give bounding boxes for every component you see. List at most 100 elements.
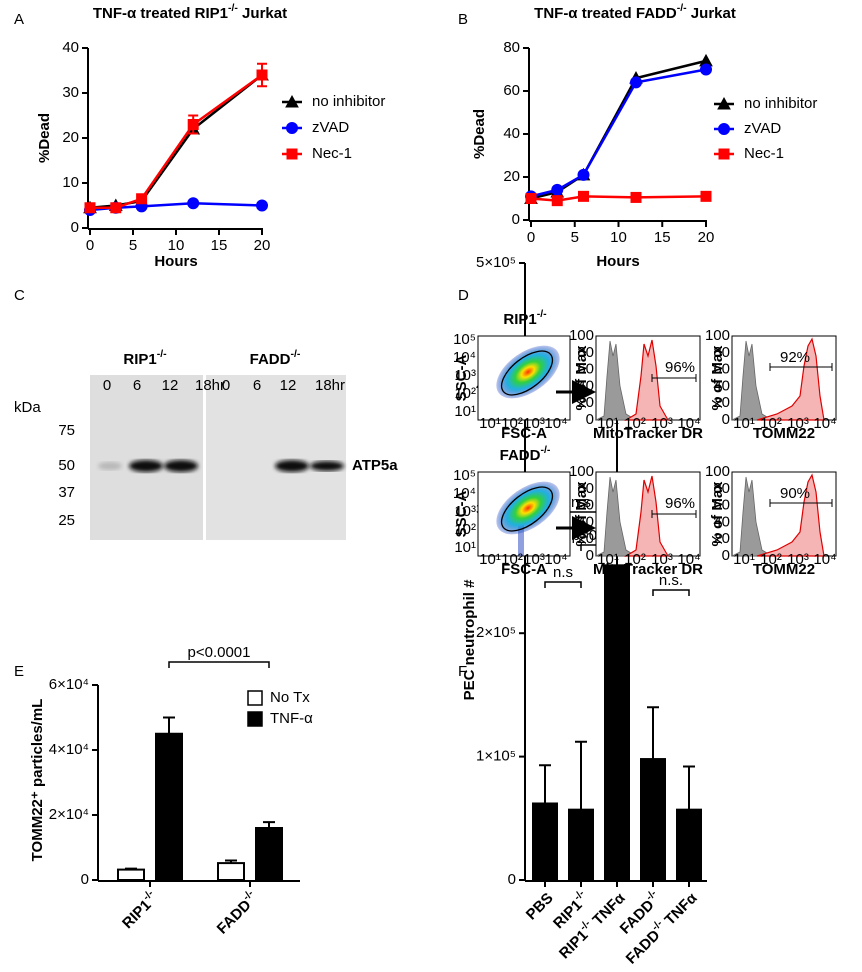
lane-label: 18hr — [195, 377, 225, 394]
x-tick-label: 15 — [211, 237, 228, 254]
gate-percent: 96% — [665, 495, 695, 512]
superscript: -/- — [140, 887, 156, 903]
error-bar — [539, 764, 551, 804]
stained-histogram — [756, 473, 825, 557]
blot-membrane — [90, 375, 203, 540]
mw-marker: 50 — [58, 457, 75, 474]
bar — [217, 862, 245, 881]
blot-band — [310, 461, 344, 471]
histogram-x-tick: 10¹ — [733, 415, 755, 432]
stained-histogram — [623, 339, 670, 421]
row-label: RIP1-/- — [503, 308, 547, 328]
superscript: -/- — [228, 2, 238, 14]
superscript: -/- — [157, 348, 167, 360]
histogram-y-tick: 40 — [713, 377, 730, 394]
stained-histogram — [756, 337, 825, 421]
x-tick-label: 0 — [527, 229, 535, 246]
blot-band — [275, 460, 309, 472]
histogram-x-label: TOMM22 — [753, 425, 815, 442]
legend-marker — [285, 94, 299, 108]
x-tick-label: 15 — [654, 229, 671, 246]
x-tick-label: 10 — [610, 229, 627, 246]
blot-band — [164, 460, 198, 472]
legend-label: no inhibitor — [744, 95, 817, 112]
scatter-gate — [500, 486, 554, 532]
marker — [187, 197, 200, 210]
y-tick-label: 80 — [503, 39, 520, 56]
x-tick-label: 5 — [571, 229, 579, 246]
y-tick-label: 20 — [503, 168, 520, 185]
bar — [676, 808, 702, 881]
bar — [255, 827, 283, 881]
y-tick-label: 4×10⁴ — [49, 741, 89, 758]
gate-bracket — [651, 510, 697, 518]
scatter-y-tick: 10² — [454, 521, 476, 538]
x-tick-label: 0 — [86, 237, 94, 254]
significance-bracket — [652, 589, 690, 596]
blot-band — [129, 460, 163, 472]
significance-label: p<0.0001 — [188, 644, 251, 661]
y-tick-label: 2×10⁴ — [49, 806, 89, 823]
histogram-y-label: % of Max — [709, 481, 726, 547]
lane-label: 18hr — [315, 377, 345, 394]
lane-label: 12 — [162, 377, 179, 394]
scatter-x-tick: 10⁴ — [544, 415, 567, 432]
panel-letter: F — [458, 663, 467, 680]
stained-histogram — [623, 475, 670, 557]
histogram-x-tick: 10² — [624, 551, 646, 568]
legend-marker — [717, 96, 731, 110]
error-bar — [575, 740, 587, 810]
scatter-y-tick: 10⁴ — [453, 349, 476, 366]
x-tick-label: 10 — [168, 237, 185, 254]
y-tick-label: 6×10⁴ — [49, 676, 89, 693]
marker — [630, 191, 642, 203]
group-label: RIP1-/- — [123, 348, 167, 368]
y-tick-label: 30 — [62, 84, 79, 101]
superscript: -/- — [649, 917, 665, 933]
x-tick-label: FADD-/- — [211, 887, 262, 938]
histogram-y-tick: 80 — [577, 344, 594, 361]
histogram-y-tick: 60 — [577, 361, 594, 378]
histogram-y-tick: 80 — [713, 344, 730, 361]
error-bar — [647, 706, 659, 760]
flow-row: FADD-/-SSC-AFSC-A10¹10¹10²10²10³10³10⁴10… — [453, 444, 837, 578]
scatter-y-label: SSC-A — [453, 354, 470, 401]
row-label: FADD-/- — [500, 444, 551, 464]
panel-letter: C — [14, 287, 25, 304]
histogram-y-tick: 60 — [713, 361, 730, 378]
histogram-y-tick: 20 — [577, 394, 594, 411]
superscript: -/- — [571, 887, 587, 903]
scatter-y-tick: 10¹ — [454, 539, 476, 556]
y-tick-label: 20 — [62, 129, 79, 146]
histogram-y-tick: 40 — [713, 513, 730, 530]
y-tick-label: 0 — [81, 871, 89, 888]
histogram-x-tick: 10⁴ — [677, 551, 700, 568]
panel-letter: B — [458, 11, 468, 28]
group-label: FADD-/- — [250, 348, 301, 368]
superscript: -/- — [540, 444, 550, 456]
flow-row: RIP1-/-SSC-AFSC-A10¹10¹10²10²10³10³10⁴10… — [453, 308, 837, 442]
legend-label: Nec-1 — [312, 145, 352, 162]
superscript: -/- — [677, 2, 687, 14]
marker — [136, 193, 148, 205]
scatter-x-tick: 10¹ — [479, 551, 501, 568]
scatter-y-tick: 10³ — [454, 503, 476, 520]
histogram-y-label: % of Max — [709, 345, 726, 411]
y-tick-label: 0 — [71, 219, 79, 236]
histogram-x-tick: 10² — [760, 415, 782, 432]
histogram-x-tick: 10² — [760, 551, 782, 568]
x-tick-label: RIP1-/- — [117, 887, 162, 932]
x-tick-label: 20 — [254, 237, 271, 254]
histogram-x-tick: 10³ — [787, 415, 809, 432]
scatter-x-label: FSC-A — [501, 561, 547, 578]
lane-label: 6 — [133, 377, 141, 394]
marker — [700, 63, 712, 76]
chart-title: TNF-α treated RIP1-/- Jurkat — [93, 2, 287, 22]
histogram-x-tick: 10⁴ — [677, 415, 700, 432]
legend-swatch — [247, 690, 263, 706]
histogram-x-tick: 10⁴ — [813, 551, 836, 568]
x-tick-label: 20 — [698, 229, 715, 246]
y-tick-label: 0 — [512, 211, 520, 228]
legend-label: TNF-α — [270, 710, 313, 727]
